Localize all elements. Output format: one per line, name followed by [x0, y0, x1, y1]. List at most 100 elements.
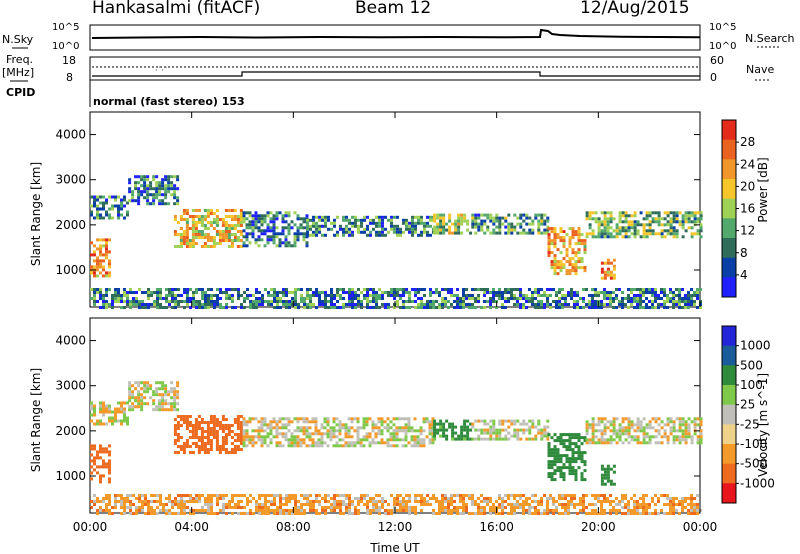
heatmap-cell [621, 497, 624, 500]
heatmap-cell [433, 437, 437, 441]
heatmap-cell [395, 429, 399, 433]
heatmap-cell [678, 303, 681, 306]
heatmap-cell [534, 437, 538, 441]
heatmap-cell [302, 232, 306, 236]
heatmap-cell [678, 429, 682, 433]
heatmap-cell [399, 506, 402, 509]
heatmap-cell [167, 408, 171, 412]
heatmap-cell [180, 494, 183, 497]
heatmap-cell [597, 420, 601, 424]
heatmap-cell [600, 473, 604, 477]
heatmap-cell [137, 190, 141, 194]
heatmap-cell [303, 497, 306, 500]
heatmap-cell [246, 294, 249, 297]
heatmap-cell [326, 423, 330, 427]
heatmap-cell [522, 213, 526, 217]
heatmap-cell [315, 512, 318, 515]
heatmap-cell [198, 509, 201, 512]
heatmap-cell [428, 438, 432, 442]
heatmap-cell [227, 209, 231, 212]
heatmap-cell [200, 245, 204, 248]
heatmap-cell [439, 231, 443, 235]
heatmap-cell [263, 229, 267, 233]
heatmap-cell [383, 426, 387, 430]
heatmap-cell [603, 297, 606, 300]
heatmap-cell [204, 306, 207, 309]
heatmap-cell [339, 500, 342, 503]
heatmap-cell [209, 209, 213, 212]
heatmap-cell [411, 227, 414, 231]
heatmap-cell [230, 233, 234, 236]
heatmap-cell [311, 417, 315, 421]
heatmap-cell [143, 184, 147, 188]
heatmap-cell [501, 500, 504, 503]
heatmap-cell [422, 438, 426, 442]
heatmap-cell [579, 509, 582, 512]
heatmap-cell [633, 229, 637, 233]
heatmap-cell [654, 211, 658, 215]
heatmap-cell [585, 426, 589, 430]
heatmap-cell [108, 468, 111, 472]
heatmap-cell [258, 303, 261, 306]
heatmap-cell [96, 471, 99, 475]
heatmap-cell [609, 273, 613, 277]
heatmap-cell [375, 306, 378, 309]
heatmap-cell [252, 512, 255, 515]
heatmap-cell [477, 506, 480, 509]
heatmap-cell [546, 294, 549, 297]
heatmap-cell [630, 512, 633, 515]
heatmap-cell [624, 303, 627, 306]
heatmap-cell [348, 494, 351, 497]
heatmap-cell [194, 430, 198, 433]
heatmap-cell [395, 426, 399, 430]
heatmap-cell [483, 506, 486, 509]
heatmap-cell [501, 216, 505, 220]
heatmap-cell [439, 434, 443, 438]
heatmap-cell [306, 297, 309, 300]
heatmap-cell [245, 226, 249, 230]
heatmap-cell [556, 448, 560, 452]
heatmap-cell [465, 506, 468, 509]
heatmap-cell [159, 503, 162, 506]
heatmap-cell [393, 294, 396, 297]
heatmap-cell [216, 500, 219, 503]
heatmap-cell [498, 506, 501, 509]
heatmap-cell [441, 288, 444, 291]
heatmap-cell [282, 512, 285, 515]
heatmap-cell [114, 494, 117, 497]
heatmap-cell [451, 231, 455, 235]
heatmap-cell [365, 432, 369, 436]
heatmap-cell [186, 294, 189, 297]
heatmap-cell [333, 218, 336, 222]
heatmap-cell [218, 230, 222, 233]
heatmap-cell [513, 288, 516, 291]
heatmap-cell [657, 512, 660, 515]
heatmap-cell [114, 416, 117, 420]
heatmap-cell [216, 300, 219, 303]
heatmap-cell [454, 222, 458, 226]
heatmap-cell [547, 245, 551, 249]
heatmap-cell [191, 436, 195, 439]
heatmap-cell [468, 303, 471, 306]
heatmap-cell [559, 439, 563, 443]
heatmap-cell [258, 509, 261, 512]
heatmap-cell [146, 178, 150, 182]
heatmap-cell [414, 306, 417, 309]
heatmap-cell [537, 512, 540, 515]
heatmap-cell [284, 426, 288, 430]
heatmap-cell [267, 509, 270, 512]
heatmap-cell [687, 512, 690, 515]
heatmap-cell [246, 500, 249, 503]
heatmap-cell [577, 433, 581, 437]
heatmap-cell [231, 297, 234, 300]
heatmap-cell [212, 239, 216, 242]
heatmap-cell [332, 417, 336, 421]
heatmap-cell [176, 408, 180, 412]
heatmap-cell [468, 297, 471, 300]
heatmap-cell [251, 417, 255, 421]
heatmap-cell [606, 473, 610, 477]
heatmap-cell [435, 512, 438, 515]
heatmap-cell [636, 420, 640, 424]
heatmap-cell [183, 288, 186, 291]
heatmap-cell [161, 199, 165, 203]
